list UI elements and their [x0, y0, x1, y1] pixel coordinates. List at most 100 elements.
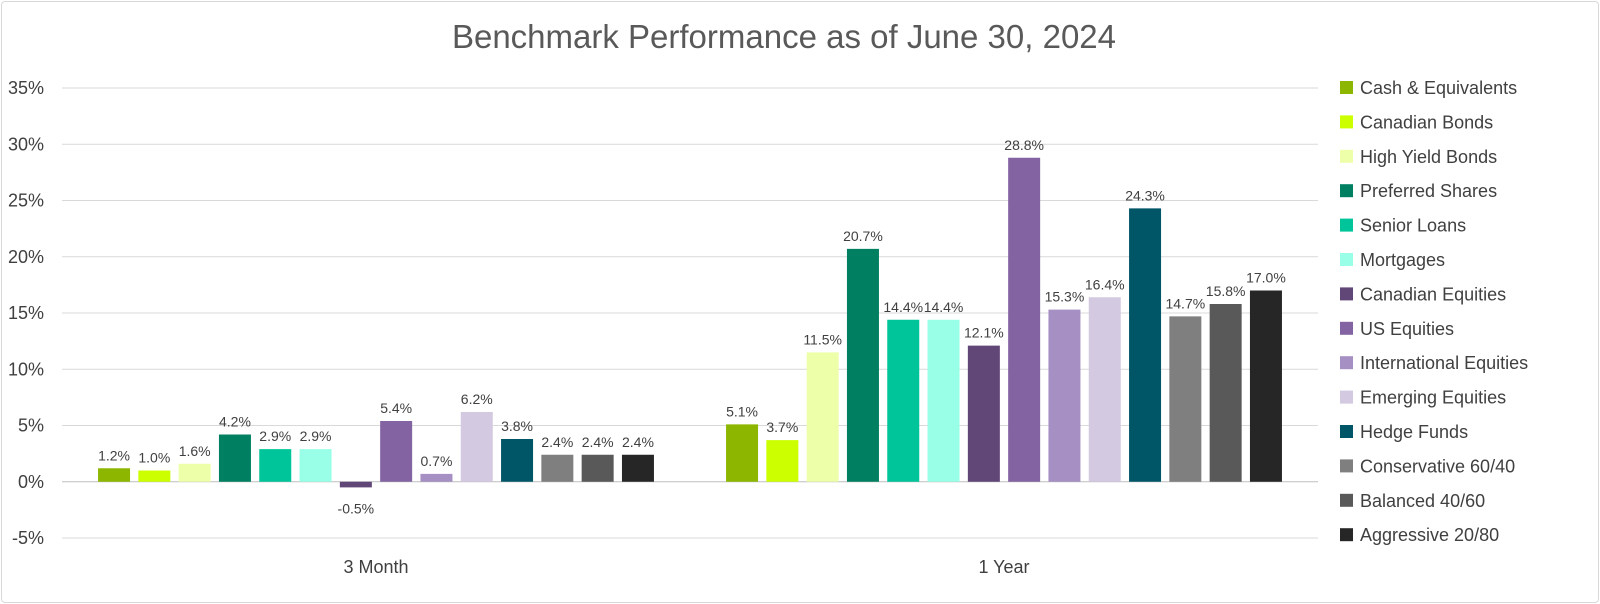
y-tick-label: 0%: [18, 472, 44, 492]
legend-swatch: [1340, 149, 1353, 163]
legend-label: International Equities: [1360, 353, 1528, 373]
bar-canadian-bonds: [766, 440, 799, 482]
legend-swatch: [1340, 493, 1353, 507]
legend-label: Mortgages: [1360, 250, 1445, 270]
data-label: 15.3%: [1045, 289, 1085, 305]
bar-high-yield-bonds: [178, 463, 211, 482]
legend-swatch: [1340, 81, 1353, 94]
legend-swatch: [1340, 115, 1353, 129]
bar-mortgages: [927, 319, 960, 482]
legend-swatch: [1340, 218, 1353, 232]
data-label: 1.6%: [179, 443, 211, 459]
bar-aggressive-20-80: [621, 454, 654, 482]
data-label: 1.2%: [98, 447, 130, 463]
legend-label: Hedge Funds: [1360, 422, 1468, 442]
y-tick-label: 30%: [8, 134, 44, 154]
data-label: 3.8%: [501, 418, 533, 434]
bar-conservative-60-40: [1169, 316, 1202, 482]
legend-swatch: [1340, 356, 1353, 370]
y-tick-label: -5%: [12, 528, 44, 548]
data-label: 2.4%: [541, 434, 573, 450]
data-label: 0.7%: [420, 453, 452, 469]
data-label: 28.8%: [1004, 137, 1044, 153]
data-label: 12.1%: [964, 325, 1004, 341]
legend-label: US Equities: [1360, 319, 1454, 339]
data-label: 6.2%: [461, 391, 493, 407]
data-label: 2.4%: [622, 434, 654, 450]
data-label: 4.2%: [219, 414, 251, 430]
data-label: 14.4%: [883, 299, 923, 315]
data-label: 1.0%: [138, 450, 170, 466]
data-label: 5.1%: [726, 403, 758, 419]
bar-emerging-equities: [460, 412, 493, 482]
legend-swatch: [1340, 459, 1353, 473]
bar-preferred-shares: [218, 434, 251, 482]
bar-preferred-shares: [846, 248, 879, 482]
bar-cash-equivalents: [98, 468, 131, 482]
bar-senior-loans: [887, 319, 920, 482]
legend-label: Aggressive 20/80: [1360, 525, 1499, 545]
y-tick-label: 25%: [8, 191, 44, 211]
legend-label: Preferred Shares: [1360, 181, 1497, 201]
y-tick-label: 15%: [8, 303, 44, 323]
bar-high-yield-bonds: [806, 352, 839, 482]
data-label: 16.4%: [1085, 276, 1125, 292]
bar-hedge-funds: [501, 439, 534, 482]
data-label: 17.0%: [1246, 270, 1286, 286]
bar-canadian-equities: [339, 481, 372, 488]
legend-swatch: [1340, 528, 1353, 542]
bar-mortgages: [299, 449, 332, 482]
y-tick-label: 20%: [8, 247, 44, 267]
legend: Cash & Equivalents Canadian Bonds High Yie…: [1340, 78, 1528, 545]
data-label: 2.4%: [582, 434, 614, 450]
bar-international-equities: [1048, 309, 1081, 482]
data-label: 24.3%: [1125, 187, 1165, 203]
bar-balanced-40-60: [581, 454, 614, 482]
x-axis-categories: 3 Month 1 Year: [343, 557, 1029, 577]
data-label: 2.9%: [259, 428, 291, 444]
legend-label: High Yield Bonds: [1360, 147, 1497, 167]
category-label: 1 Year: [978, 557, 1029, 577]
bar-us-equities: [1008, 157, 1041, 482]
bar-balanced-40-60: [1209, 304, 1242, 482]
data-label: 5.4%: [380, 400, 412, 416]
legend-swatch: [1340, 253, 1353, 266]
data-label: 2.9%: [300, 428, 332, 444]
legend-label: Emerging Equities: [1360, 388, 1506, 408]
bar-canadian-equities: [967, 345, 1000, 482]
legend-swatch: [1340, 425, 1353, 438]
y-tick-label: 10%: [8, 359, 44, 379]
data-label: -0.5%: [338, 500, 375, 516]
bar-emerging-equities: [1088, 297, 1121, 482]
y-tick-label: 5%: [18, 416, 44, 436]
bar-cash-equivalents: [726, 424, 759, 482]
category-label: 3 Month: [343, 557, 408, 577]
bar-canadian-bonds: [138, 470, 171, 482]
bar-aggressive-20-80: [1249, 290, 1282, 482]
bar-senior-loans: [259, 449, 292, 482]
data-label: 11.5%: [803, 331, 842, 347]
legend-label: Canadian Equities: [1360, 284, 1506, 304]
y-axis-ticks: -5% 0% 5% 10% 15% 20% 25% 30% 35%: [8, 78, 44, 548]
legend-swatch: [1340, 321, 1353, 335]
bar-international-equities: [420, 473, 453, 482]
bar-us-equities: [380, 421, 413, 482]
data-label: 15.8%: [1206, 283, 1246, 299]
legend-swatch: [1340, 184, 1353, 198]
legend-swatch: [1340, 390, 1353, 404]
data-label: 3.7%: [766, 419, 798, 435]
data-label: 20.7%: [843, 228, 883, 244]
legend-label: Canadian Bonds: [1360, 112, 1493, 132]
data-label: 14.7%: [1165, 295, 1205, 311]
data-labels: 1.2% 1.0% 1.6% 4.2% 2.9% 2.9% -0.5% 5.4% 0.7% 6.2…: [98, 137, 1286, 517]
chart-title: Benchmark Performance as of June 30, 202…: [451, 18, 1117, 55]
legend-label: Cash & Equivalents: [1360, 78, 1517, 98]
legend-label: Senior Loans: [1360, 216, 1466, 236]
bar-conservative-60-40: [541, 454, 574, 482]
legend-label: Balanced 40/60: [1360, 491, 1485, 511]
legend-swatch: [1340, 287, 1353, 301]
bar-hedge-funds: [1129, 208, 1162, 482]
legend-label: Conservative 60/40: [1360, 456, 1515, 476]
